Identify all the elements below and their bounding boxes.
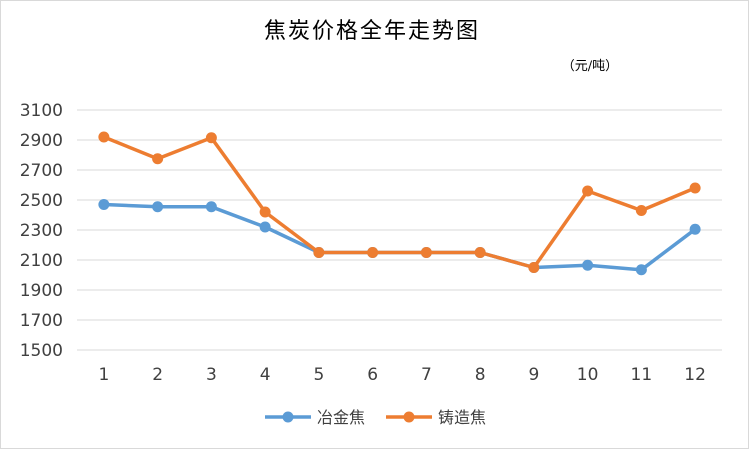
x-tick-label: 6 [367, 365, 378, 385]
series-line [102, 135, 697, 270]
y-axis-ticks: 1500 1700 1900 2100 2300 2500 2700 2900 3100 [20, 101, 63, 361]
x-tick-label: 3 [206, 365, 217, 385]
x-axis-ticks: 1 2 3 4 5 6 7 8 9 10 11 12 [98, 365, 705, 385]
legend: 冶金焦 铸造焦 [265, 408, 486, 427]
data-point [205, 132, 217, 144]
y-tick-label: 2700 [20, 161, 63, 181]
y-tick-label: 1500 [20, 341, 63, 361]
legend-label: 铸造焦 [438, 408, 486, 427]
data-point [313, 247, 325, 258]
x-tick-label: 10 [577, 365, 599, 385]
data-point [689, 223, 701, 235]
x-tick-label: 7 [421, 365, 432, 385]
x-tick-label: 4 [260, 365, 271, 385]
x-tick-label: 12 [684, 365, 706, 385]
chart-title: 焦炭价格全年走势图 [264, 19, 480, 44]
series-2 [98, 131, 701, 273]
data-point [205, 201, 217, 213]
data-point [152, 153, 164, 165]
x-tick-label: 2 [152, 365, 163, 385]
data-point [259, 206, 271, 218]
legend-item: 冶金焦 [265, 408, 365, 427]
y-tick-label: 2900 [20, 131, 63, 151]
data-point [474, 247, 486, 258]
y-tick-label: 2100 [20, 251, 63, 271]
y-tick-label: 1900 [20, 281, 63, 301]
legend-swatch-marker [403, 411, 415, 423]
x-tick-label: 8 [475, 365, 486, 385]
y-tick-label: 1700 [20, 311, 63, 331]
legend-item: 铸造焦 [386, 408, 486, 427]
data-point [582, 185, 594, 197]
data-point [98, 131, 110, 143]
y-tick-label: 2500 [20, 191, 63, 211]
data-point [582, 259, 594, 271]
data-point [98, 199, 110, 210]
data-point [367, 247, 379, 258]
data-point [635, 205, 647, 216]
x-tick-label: 9 [528, 365, 539, 385]
x-tick-label: 1 [98, 365, 109, 385]
legend-swatch-marker [282, 411, 294, 423]
data-point [635, 264, 647, 276]
x-tick-label: 11 [631, 365, 653, 385]
legend-label: 冶金焦 [317, 408, 365, 427]
gridlines [77, 109, 722, 351]
series-1 [98, 199, 701, 276]
x-tick-label: 5 [313, 365, 324, 385]
series-layer [98, 131, 701, 276]
y-tick-label: 2300 [20, 221, 63, 241]
y-tick-label: 3100 [20, 101, 63, 121]
data-point [259, 221, 271, 233]
unit-label: （元/吨） [562, 59, 618, 74]
data-point [528, 262, 540, 273]
data-point [689, 182, 701, 194]
data-point [420, 247, 432, 258]
data-point [152, 201, 164, 213]
